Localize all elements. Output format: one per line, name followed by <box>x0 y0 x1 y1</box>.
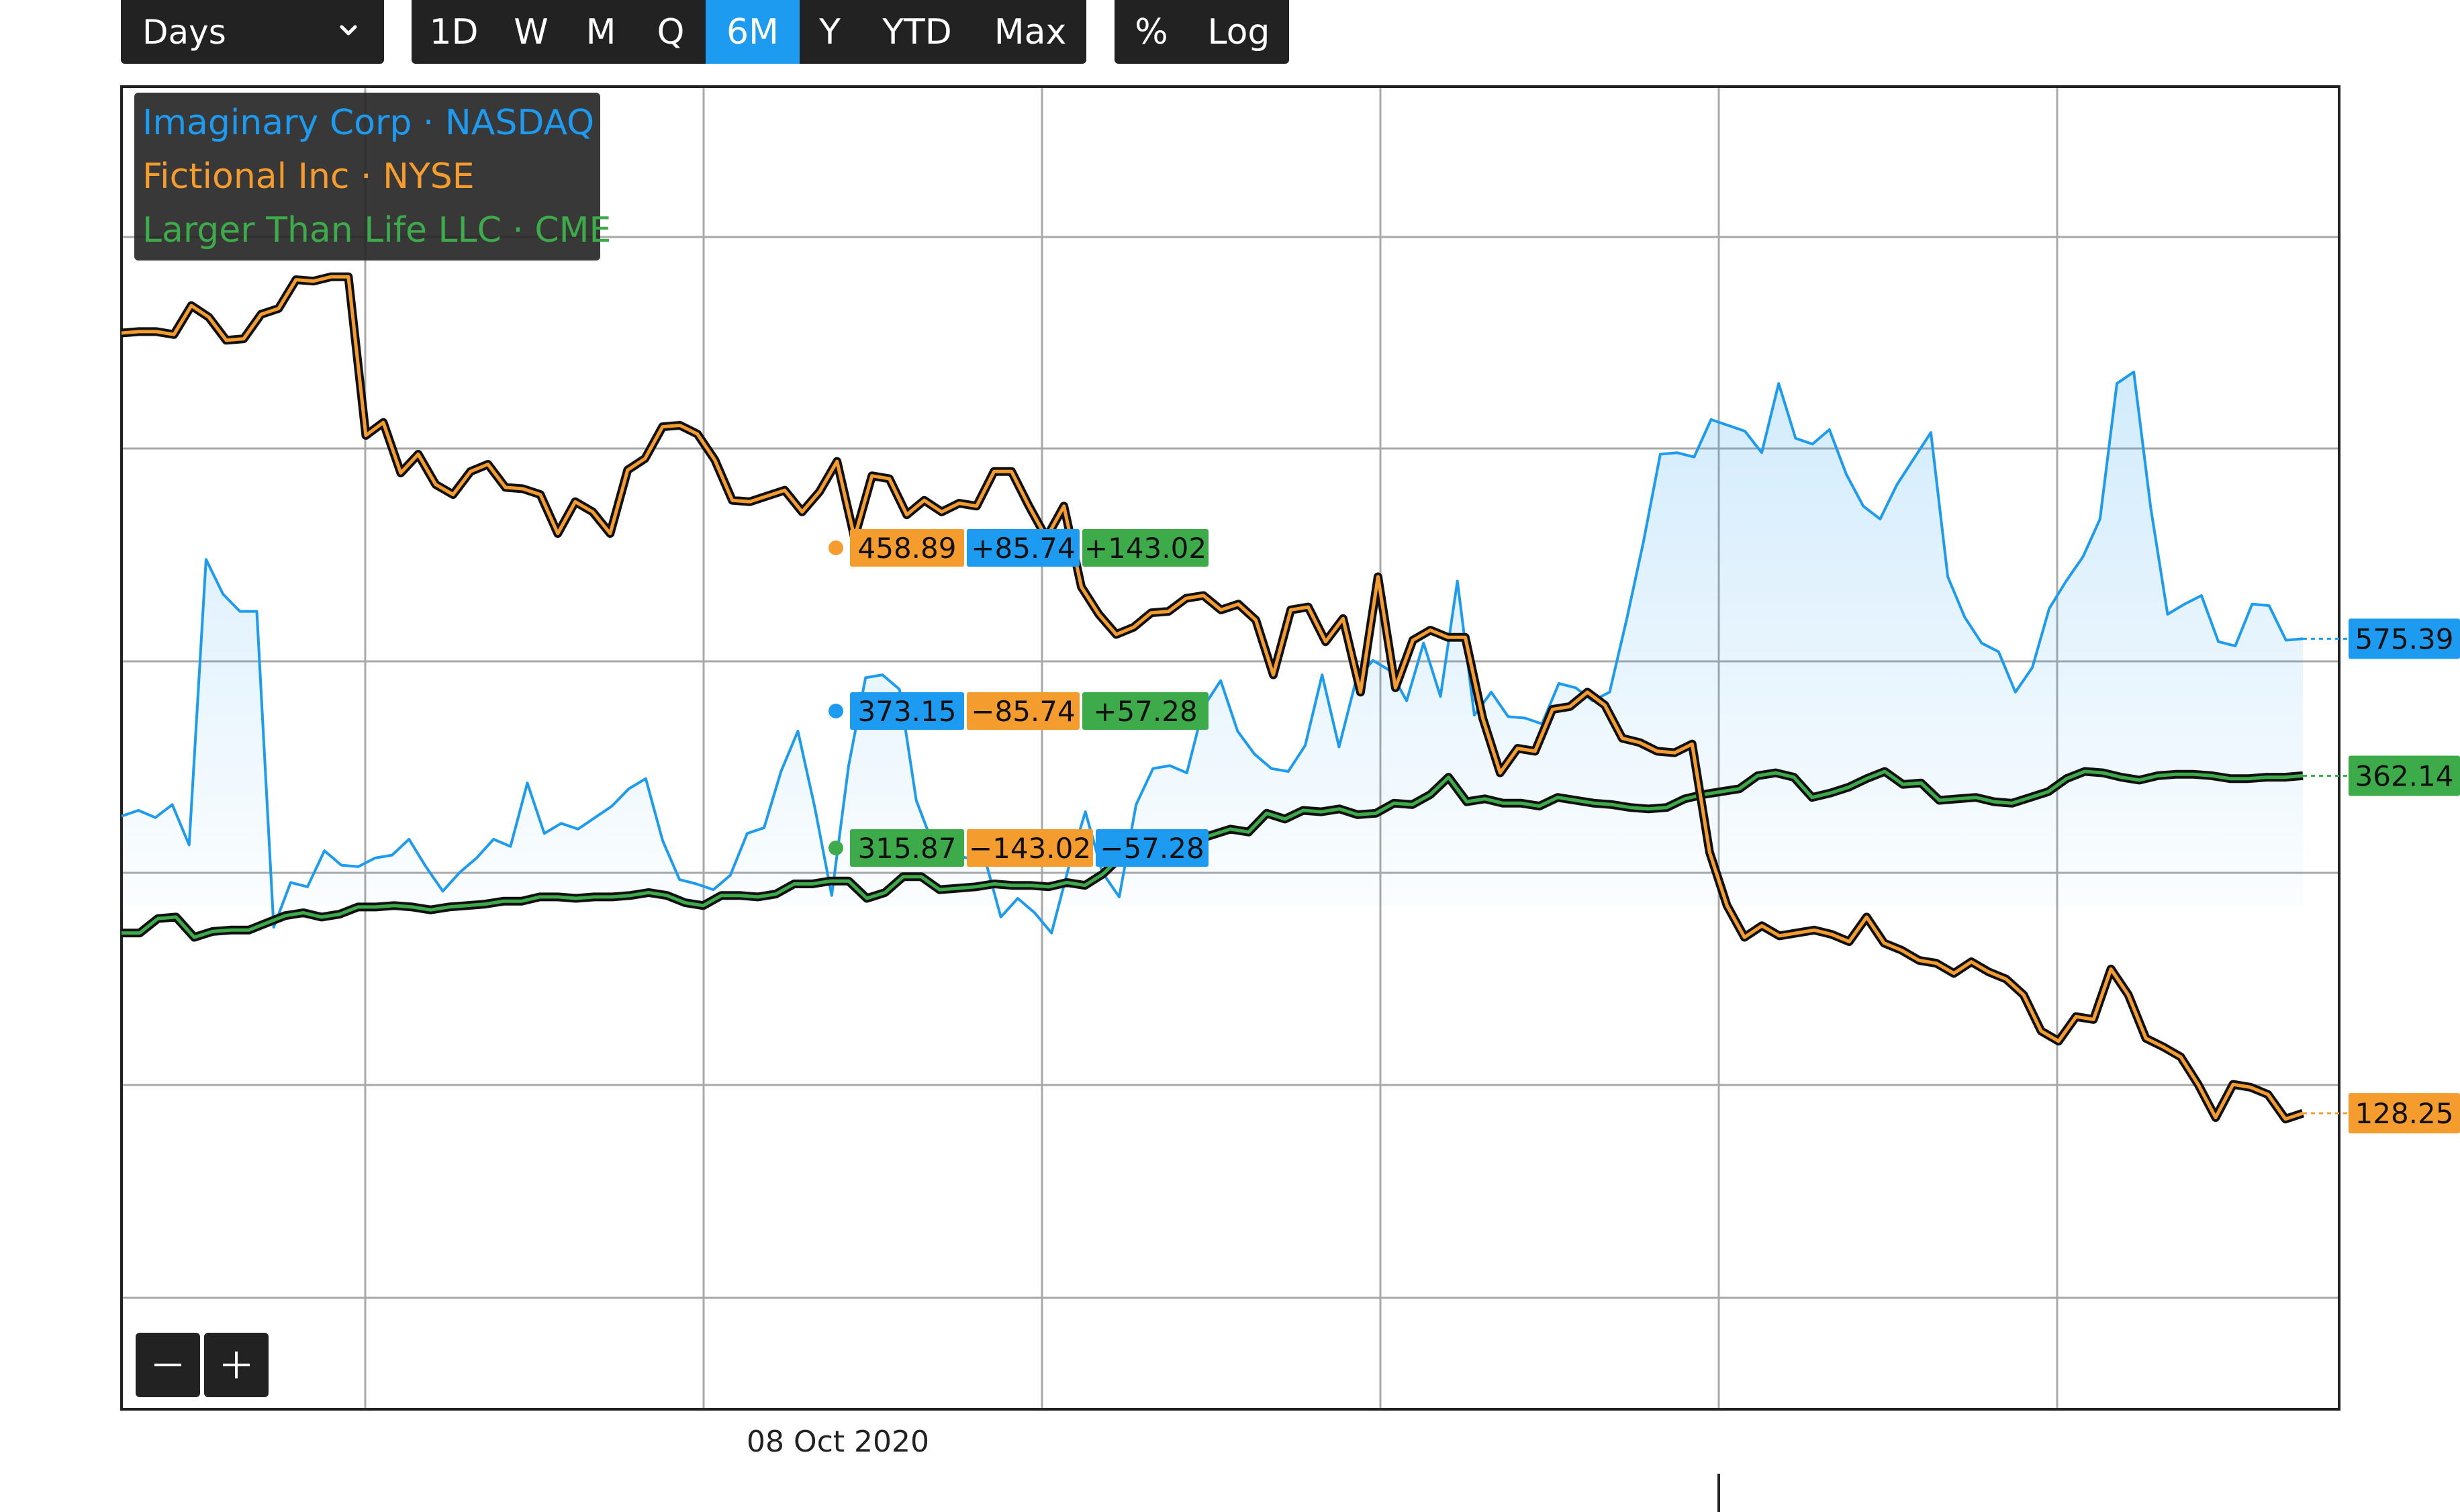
range-button-ytd[interactable]: YTD <box>882 11 952 52</box>
minus-icon <box>154 1364 181 1366</box>
crosshair-point <box>829 704 843 718</box>
imaginary-corp-last-value-badge <box>2349 618 2460 659</box>
legend-entry[interactable]: Larger Than Life LLC · CME <box>142 210 611 250</box>
imaginary-corp-last-value: 575.39 <box>2355 622 2454 655</box>
range-button-6m[interactable]: 6M <box>706 0 800 64</box>
legend-box <box>134 93 600 261</box>
range-button-q[interactable]: Q <box>657 11 685 52</box>
crosshair-value: 373.15 <box>858 695 957 728</box>
range-button-m[interactable]: M <box>585 11 616 52</box>
legend-entry[interactable]: Fictional Inc · NYSE <box>142 156 475 197</box>
crosshair-value: −85.74 <box>971 695 1075 728</box>
crosshair-badge <box>967 692 1080 730</box>
zoom-in-button[interactable] <box>204 1333 269 1397</box>
range-button-y[interactable]: Y <box>819 11 841 52</box>
crosshair-value: +85.74 <box>971 532 1075 565</box>
crosshair-value: +57.28 <box>1093 695 1197 728</box>
crosshair-point <box>829 841 843 855</box>
larger-than-life-last-value-badge <box>2349 755 2460 796</box>
crosshair-point <box>829 540 843 555</box>
chevron-down-icon <box>340 25 357 36</box>
range-button-1d[interactable]: 1D <box>429 11 479 52</box>
range-selector: 1D W M Q 6M Y YTD Max <box>412 0 1086 64</box>
crosshair-badge <box>850 829 964 867</box>
legend-entry[interactable]: Imaginary Corp · NASDAQ <box>142 103 594 143</box>
crosshair-badge <box>1082 692 1209 730</box>
fictional-inc-line <box>121 275 2304 1121</box>
plot-frame <box>120 85 2340 1411</box>
crosshair-badge <box>1096 829 1209 867</box>
crosshair-value: +143.02 <box>1084 532 1207 565</box>
crosshair-badge <box>967 829 1093 867</box>
range-button-w[interactable]: W <box>514 11 549 52</box>
range-button-max[interactable]: Max <box>994 11 1067 52</box>
interval-dropdown[interactable]: Days <box>121 0 384 64</box>
fictional-inc-last-value: 128.25 <box>2355 1097 2454 1130</box>
crosshair-badge <box>850 692 964 730</box>
larger-than-life-last-value: 362.14 <box>2355 759 2454 792</box>
crosshair-value: −143.02 <box>969 832 1091 865</box>
imaginary-corp-line <box>121 371 2304 935</box>
percent-mode-button[interactable]: % <box>1135 11 1168 52</box>
plus-icon <box>223 1352 250 1378</box>
x-axis-tick-label: 08 Oct 2020 <box>747 1425 929 1459</box>
crosshair-badge <box>1082 529 1209 567</box>
crosshair-value: 315.87 <box>858 832 957 865</box>
zoom-out-button[interactable] <box>136 1333 200 1397</box>
crosshair-value: 458.89 <box>858 532 957 565</box>
interval-dropdown-label: Days <box>142 12 226 52</box>
log-mode-button[interactable]: Log <box>1207 11 1270 52</box>
crosshair-badge <box>850 529 964 567</box>
crosshair-badge <box>967 529 1080 567</box>
fictional-inc-last-value-badge <box>2349 1093 2460 1134</box>
imaginary-corp-area <box>122 372 2303 933</box>
larger-than-life-line <box>122 769 2304 939</box>
scale-mode-selector: % Log <box>1115 0 1289 64</box>
crosshair-value: −57.28 <box>1100 832 1204 865</box>
